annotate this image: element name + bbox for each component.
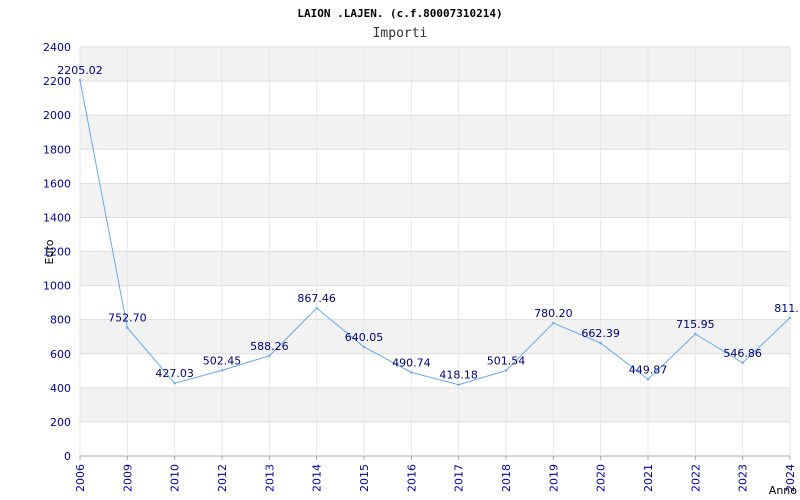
y-tick-label: 1600 [43,177,71,190]
data-label: 490.74 [392,356,431,369]
data-label: 2205.02 [57,64,103,77]
data-label: 662.39 [581,327,620,340]
x-tick-label: 2022 [689,464,702,492]
data-label: 502.45 [203,354,242,367]
data-label: 427.03 [155,367,194,380]
grid-band [80,183,790,218]
series [78,79,792,386]
x-tick-label: 2016 [405,464,418,492]
grid-band [80,387,790,422]
data-point [788,316,792,319]
x-tick-label: 2006 [74,464,87,492]
data-point [220,369,224,372]
x-tick-label: 2021 [642,464,655,492]
x-tick-label: 2020 [595,464,608,492]
y-tick-label: 2000 [43,109,71,122]
data-label: 640.05 [345,331,384,344]
data-point [552,321,555,325]
series-line [79,80,791,386]
data-point [126,326,129,329]
data-label: 867.46 [297,292,336,305]
grid-band [80,47,790,82]
y-tick-label: 0 [64,450,71,463]
data-label: 588.26 [250,340,289,353]
x-tick-label: 2024 [784,464,797,492]
data-point [599,341,602,345]
data-point [362,345,366,349]
grid-band [80,149,790,184]
y-tick-label: 2400 [43,41,71,54]
y-tick-label: 1000 [43,280,71,293]
data-label: 449.87 [629,363,668,376]
data-label: 811.1 [774,302,800,315]
x-tick-label: 2017 [453,464,466,492]
x-tick-label: 2012 [216,464,229,492]
grid-band [80,115,790,150]
y-tick-label: 1400 [43,211,71,224]
x-tick-label: 2023 [737,464,750,492]
grid-band [80,319,790,354]
x-tick-labels: 2006 2009 2010 2012 2013 2014 2015 2016 2017 2018… [74,464,797,492]
data-point [504,369,508,372]
y-tick-label: 1200 [43,246,71,259]
data-point [646,378,650,381]
y-tick-label: 1800 [43,143,71,156]
data-point [741,361,744,365]
data-point [78,79,82,82]
x-tick-label: 2009 [121,464,134,492]
y-tick-label: 600 [50,348,71,361]
chart-title: LAION .LAJEN. (c.f.80007310214) [297,7,502,20]
grid-band [80,251,790,286]
data-label: 752.70 [108,312,147,325]
data-point [694,332,697,336]
x-tick-label: 2010 [169,464,182,492]
x-axis-label: Anno [769,484,797,497]
grid-band [80,285,790,320]
grid-band [80,353,790,388]
x-tick-label: 2018 [500,464,513,492]
x-tick-label: 2013 [263,464,276,492]
grid-band [80,81,790,116]
data-label: 418.18 [439,369,478,382]
data-point [457,383,460,386]
data-point [410,371,413,374]
x-tick-label: 2014 [311,464,324,492]
data-point [173,382,176,385]
data-label: 715.95 [676,318,715,331]
grid-bands [80,47,790,456]
grid-band [80,217,790,252]
x-tick-label: 2015 [358,464,371,492]
data-label: 546.86 [723,347,762,360]
data-labels: 2205.02 752.70 427.03 502.45 588.26 867.46 640… [57,64,800,382]
x-tick-label: 2019 [547,464,560,492]
data-label: 780.20 [534,307,573,320]
y-tick-labels: 0 200 400 600 800 1000 1200 1400 1600 1800 2000 220… [43,41,71,463]
data-point [315,306,318,310]
data-label: 501.54 [487,355,526,368]
chart-subtitle: Importi [373,26,428,41]
data-point [268,354,271,357]
y-tick-label: 400 [50,382,71,395]
y-axis-label: Euro [43,239,56,264]
grid-band [80,421,790,456]
y-tick-label: 2200 [43,75,71,88]
y-tick-label: 800 [50,314,71,327]
y-tick-label: 200 [50,416,71,429]
axes [79,47,791,460]
